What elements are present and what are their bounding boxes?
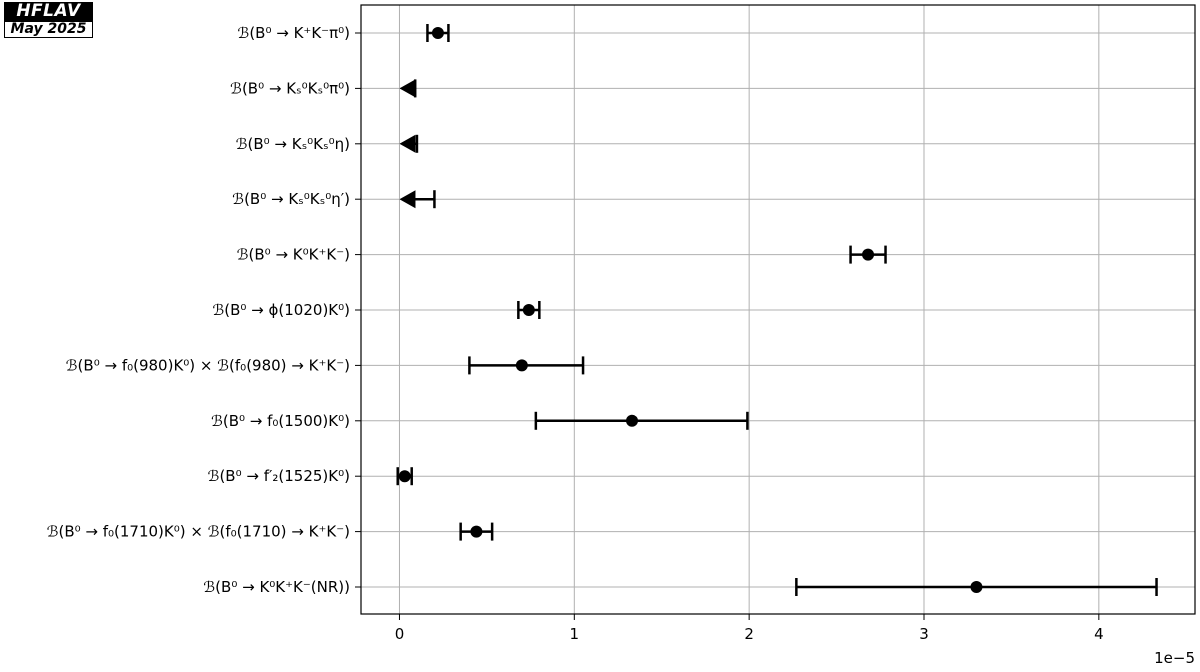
- x-tick-label: 2: [744, 625, 754, 643]
- data-point: [398, 470, 411, 483]
- x-tick-label: 4: [1094, 625, 1104, 643]
- y-label: ℬ(B⁰ → ϕ(1020)K⁰): [212, 301, 350, 319]
- data-point: [522, 304, 535, 316]
- y-label: ℬ(B⁰ → f₀(980)K⁰) × ℬ(f₀(980) → K⁺K⁻): [66, 356, 350, 374]
- data-point: [626, 414, 639, 427]
- y-label: ℬ(B⁰ → Kₛ⁰Kₛ⁰η): [236, 135, 350, 153]
- upper-limit-marker: [399, 134, 416, 153]
- y-label: ℬ(B⁰ → Kₛ⁰Kₛ⁰η′): [232, 190, 350, 208]
- y-label: ℬ(B⁰ → f₀(1710)K⁰) × ℬ(f₀(1710) → K⁺K⁻): [47, 523, 350, 541]
- upper-limit-marker: [399, 190, 416, 209]
- hflav-badge: HFLAV May 2025: [4, 2, 93, 38]
- y-label: ℬ(B⁰ → K⁺K⁻π⁰): [238, 24, 350, 42]
- x-tick-label: 0: [395, 625, 405, 643]
- x-scale-label: 1e−5: [1154, 649, 1195, 667]
- x-tick-label: 3: [919, 625, 929, 643]
- badge-date: May 2025: [4, 21, 93, 38]
- y-label: ℬ(B⁰ → Kₛ⁰Kₛ⁰π⁰): [230, 79, 350, 97]
- data-point: [970, 581, 983, 593]
- badge-title: HFLAV: [4, 2, 93, 21]
- grid: [361, 5, 1195, 614]
- y-label: ℬ(B⁰ → f₀(1500)K⁰): [211, 412, 350, 430]
- y-label: ℬ(B⁰ → K⁰K⁺K⁻(NR)): [203, 578, 350, 596]
- y-label: ℬ(B⁰ → f′₂(1525)K⁰): [208, 467, 350, 485]
- y-label: ℬ(B⁰ → K⁰K⁺K⁻): [237, 246, 350, 264]
- x-tick-label: 1: [570, 625, 580, 643]
- data-marks: [396, 24, 1158, 596]
- data-point: [862, 248, 875, 261]
- x-axis: 0 1 2 3 4: [395, 614, 1104, 643]
- upper-limit-marker: [399, 79, 416, 98]
- data-point: [431, 27, 444, 39]
- data-point: [470, 525, 483, 538]
- y-axis-labels: ℬ(B⁰ → K⁺K⁻π⁰) ℬ(B⁰ → Kₛ⁰Kₛ⁰π⁰) ℬ(B⁰ → Kₛ⁰…: [47, 24, 361, 596]
- data-point: [515, 359, 528, 372]
